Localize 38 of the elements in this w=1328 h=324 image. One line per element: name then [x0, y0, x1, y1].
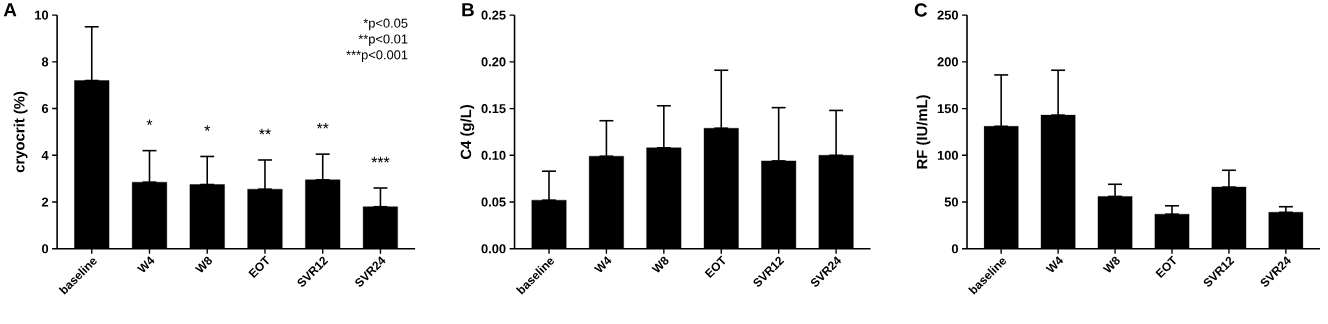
- y-axis-title: RF (IU/mL): [916, 94, 931, 169]
- y-tick-label: 0.00: [481, 244, 506, 254]
- y-tick-label: 250: [937, 10, 959, 20]
- y-tick-label: 50: [944, 197, 959, 207]
- chart-title: B: [462, 3, 474, 17]
- y-tick-label: 150: [937, 103, 959, 113]
- y-tick-label: 200: [937, 57, 959, 67]
- chart-title: A: [3, 3, 17, 17]
- y-tick-label: 10: [35, 10, 49, 20]
- x-tick-label: W8: [194, 256, 212, 273]
- y-tick-label: 6: [41, 103, 49, 113]
- y-tick-label: 0.05: [481, 197, 506, 207]
- y-axis-title: C4 (g/L): [460, 104, 475, 159]
- x-tick-label: W4: [136, 256, 155, 273]
- y-tick-label: 0.20: [481, 57, 506, 67]
- y-tick-label: 0.25: [481, 10, 506, 20]
- y-tick-label: 4: [41, 150, 49, 160]
- annotation: *: [146, 119, 153, 125]
- annotation: **p<0.01: [358, 34, 408, 46]
- annotation: ***p<0.001: [346, 50, 408, 62]
- annotation: ***: [371, 156, 390, 163]
- annotation: **: [316, 122, 329, 129]
- x-tick-label: W8: [651, 256, 669, 273]
- y-tick-label: 0: [41, 244, 49, 254]
- y-axis-title: cryocrit (%): [13, 91, 28, 173]
- y-tick-label: 2: [41, 197, 49, 207]
- x-tick-label: W4: [593, 256, 612, 273]
- x-tick-label: W8: [1102, 256, 1120, 273]
- annotation: *p<0.05: [363, 18, 408, 31]
- chart-title: C: [914, 3, 928, 17]
- y-tick-label: 0.10: [481, 150, 506, 160]
- x-tick-label: W4: [1045, 256, 1064, 273]
- y-tick-label: 100: [937, 150, 959, 160]
- y-tick-label: 8: [41, 57, 49, 67]
- annotation: **: [259, 128, 271, 135]
- annotation: *: [204, 125, 211, 131]
- y-tick-label: 0: [951, 244, 959, 254]
- y-tick-label: 0.15: [481, 103, 506, 113]
